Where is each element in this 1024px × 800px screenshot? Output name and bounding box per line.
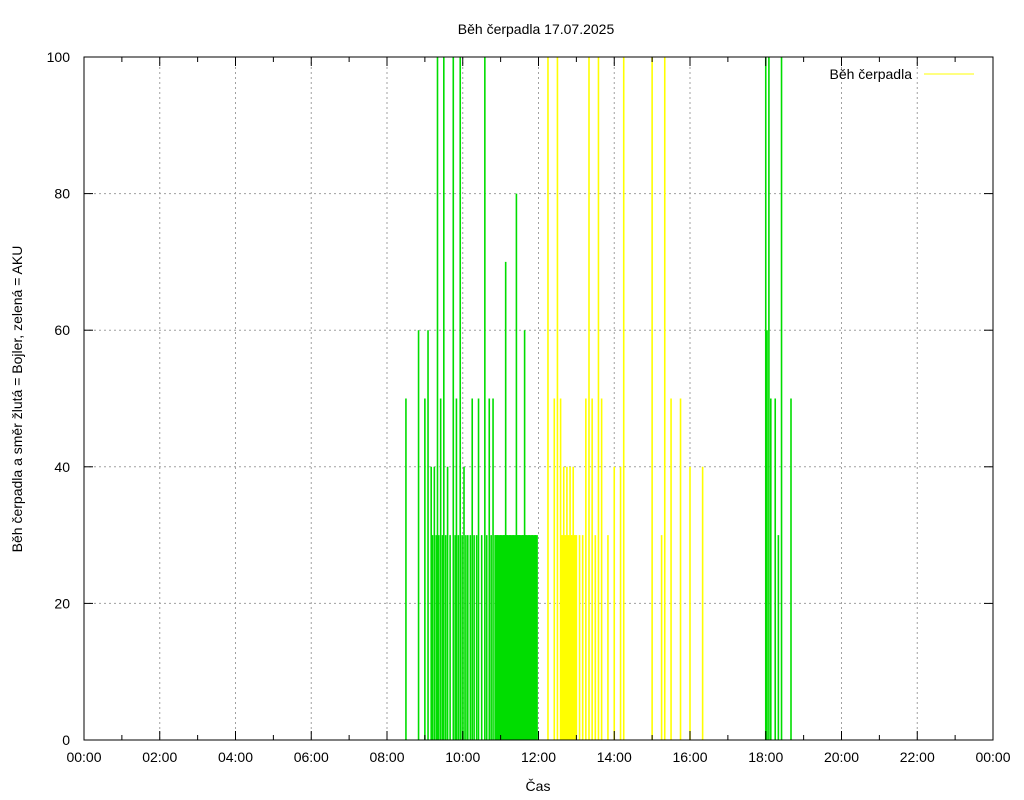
bar-block — [494, 535, 538, 740]
x-tick-label: 04:00 — [218, 749, 253, 765]
y-tick-label: 100 — [47, 49, 71, 65]
y-axis-label: Běh čerpadla a směr žlutá = Bojler, zele… — [9, 246, 25, 553]
bar-block — [560, 535, 577, 740]
x-tick-label: 08:00 — [369, 749, 404, 765]
x-tick-label: 06:00 — [294, 749, 329, 765]
y-tick-label: 40 — [54, 459, 70, 475]
y-tick-label: 20 — [54, 595, 70, 611]
x-tick-label: 18:00 — [748, 749, 783, 765]
tick-labels: 00:00 02:00 04:00 06:00 08:00 10:00 12:00 14:00… — [47, 49, 1011, 765]
x-tick-label: 12:00 — [521, 749, 556, 765]
grid-lines — [84, 57, 993, 740]
y-tick-label: 80 — [54, 186, 70, 202]
legend: Běh čerpadla — [829, 66, 974, 82]
chart-title: Běh čerpadla 17.07.2025 — [458, 21, 615, 37]
y-tick-label: 0 — [62, 732, 70, 748]
x-tick-label: 14:00 — [597, 749, 632, 765]
y-tick-label: 60 — [54, 322, 70, 338]
x-tick-label: 20:00 — [824, 749, 859, 765]
x-tick-label: 16:00 — [672, 749, 707, 765]
x-tick-label: 02:00 — [142, 749, 177, 765]
x-axis-label: Čas — [526, 778, 551, 794]
axis-ticks — [83, 56, 994, 741]
x-tick-label: 22:00 — [900, 749, 935, 765]
bars-layer — [405, 57, 792, 740]
legend-label: Běh čerpadla — [829, 66, 912, 82]
x-tick-label: 00:00 — [975, 749, 1010, 765]
x-tick-label: 10:00 — [445, 749, 480, 765]
x-tick-label: 00:00 — [66, 749, 101, 765]
